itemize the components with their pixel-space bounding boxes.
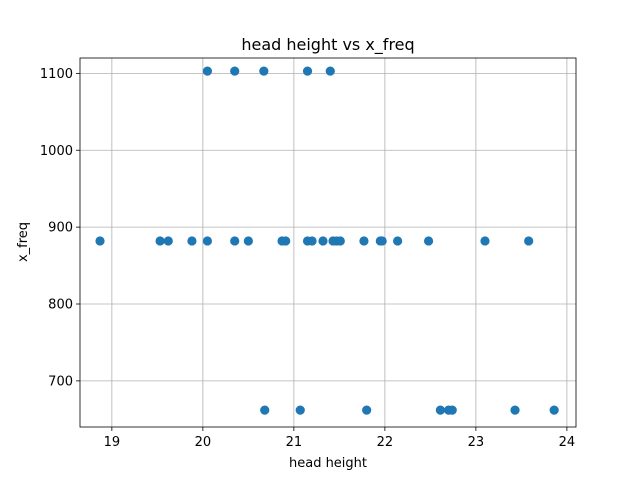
data-point: [377, 236, 387, 246]
data-point: [230, 236, 240, 246]
data-point: [243, 236, 253, 246]
grid: [80, 58, 576, 427]
x-tick-label: 19: [104, 435, 121, 450]
data-point: [307, 236, 317, 246]
data-point: [163, 236, 173, 246]
data-point: [302, 66, 313, 76]
data-point: [95, 236, 105, 246]
x-tick-label: 22: [377, 435, 394, 450]
data-point: [335, 236, 345, 246]
data-point: [202, 66, 213, 76]
data-point: [423, 236, 434, 246]
x-tick-label: 23: [468, 435, 485, 450]
y-tick-label: 1100: [40, 67, 73, 82]
x-tick-label: 21: [286, 435, 303, 450]
y-tick-label: 700: [48, 374, 73, 389]
plot-frame: [79, 57, 577, 428]
data-point: [230, 66, 240, 76]
data-point: [281, 236, 291, 246]
data-point: [524, 236, 534, 246]
data-point: [393, 236, 403, 246]
data-point: [510, 405, 520, 415]
data-point: [202, 236, 213, 246]
x-tick-label: 20: [195, 435, 212, 450]
x-axis-label: head height: [289, 456, 367, 471]
data-point: [260, 405, 270, 415]
axis-ticks: 19 20 21 22 23 24 700 800 900 1000 1100: [40, 67, 575, 450]
data-point: [318, 236, 328, 246]
data-point: [480, 236, 490, 246]
data-point: [259, 66, 269, 76]
y-axis-label: x_freq: [16, 222, 31, 262]
chart-title: head height vs x_freq: [241, 35, 414, 55]
y-tick-label: 800: [48, 298, 73, 313]
data-points: [95, 66, 559, 415]
x-tick-label: 24: [559, 435, 576, 450]
y-tick-label: 1000: [40, 144, 73, 159]
data-point: [359, 236, 369, 246]
data-point: [435, 405, 445, 415]
data-point: [362, 405, 372, 415]
y-tick-label: 900: [48, 221, 73, 236]
data-point: [155, 236, 165, 246]
data-point: [295, 405, 305, 415]
data-point: [325, 66, 335, 76]
data-point: [549, 405, 559, 415]
data-point: [447, 405, 457, 415]
data-point: [187, 236, 197, 246]
